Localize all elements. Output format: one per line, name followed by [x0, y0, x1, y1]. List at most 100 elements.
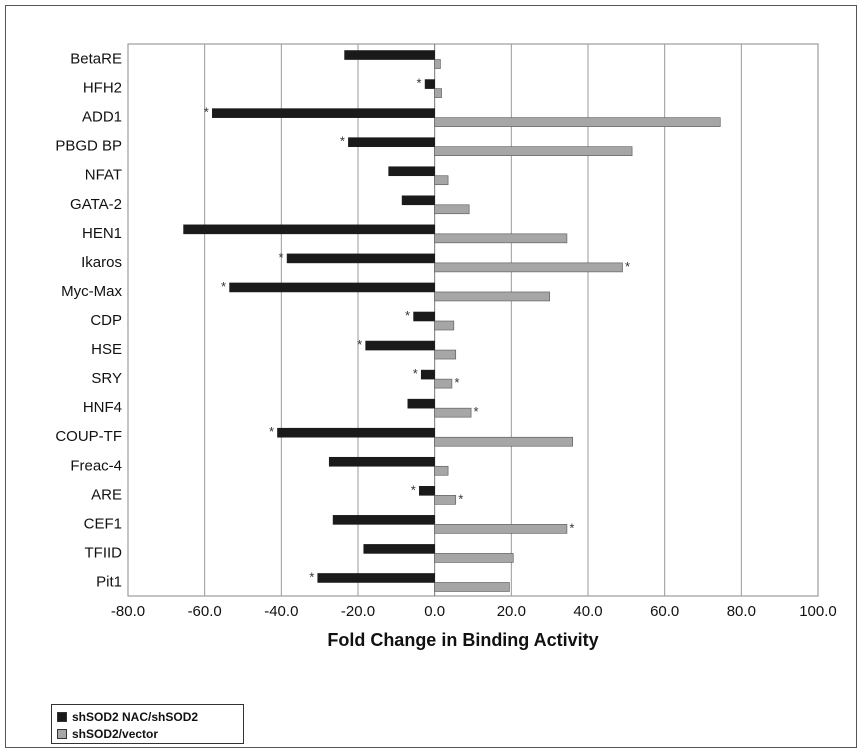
bar-series-2	[434, 436, 573, 447]
category-label: Myc-Max	[61, 283, 122, 300]
significance-star: *	[474, 404, 479, 419]
legend: shSOD2 NAC/shSOD2 shSOD2/vector	[51, 704, 244, 744]
significance-star: *	[569, 520, 574, 535]
x-tick-labels: -80.0 -60.0 -40.0 -20.0 0.0 20.0 40.0 60.0 80.0 1…	[111, 603, 837, 620]
bar-series-2	[434, 553, 514, 563]
x-tick-label: -80.0	[111, 603, 145, 620]
significance-star: *	[625, 259, 630, 274]
bar-series-2	[434, 233, 568, 244]
category-label: CEF1	[84, 515, 122, 532]
category-label: HEN1	[82, 225, 122, 242]
category-label: GATA-2	[70, 196, 122, 213]
x-tick-label: -40.0	[264, 603, 298, 620]
category-label: ADD1	[82, 109, 122, 126]
bar-series-1	[348, 137, 435, 147]
bar-series-2	[434, 291, 550, 302]
significance-star: *	[411, 482, 416, 497]
bar-series-2	[434, 59, 441, 69]
bar-series-1	[407, 398, 435, 409]
bar-series-1	[286, 253, 435, 264]
bar-series-2	[434, 117, 721, 127]
bar-series-1	[413, 311, 435, 322]
legend-label: shSOD2/vector	[72, 726, 159, 741]
legend-swatch	[57, 728, 67, 739]
x-tick-label: 60.0	[650, 603, 679, 620]
category-label: HSE	[91, 341, 122, 358]
bar-series-1	[419, 486, 435, 496]
significance-star: *	[413, 366, 418, 381]
bar-series-2	[434, 88, 442, 98]
bar-series-2	[434, 407, 472, 418]
category-label: Pit1	[96, 573, 122, 590]
plot-area	[127, 43, 819, 597]
bar-series-1	[277, 427, 435, 438]
x-tick-label: -60.0	[188, 603, 222, 620]
x-tick-label: 80.0	[727, 603, 756, 620]
significance-star: *	[340, 134, 345, 149]
category-label: COUP-TF	[55, 428, 122, 445]
category-label: Freac-4	[70, 457, 122, 474]
significance-star: *	[405, 308, 410, 323]
bar-series-1	[183, 224, 435, 235]
grid-lines	[204, 44, 742, 596]
bar-series-2	[434, 320, 455, 331]
x-tick-label: 100.0	[799, 603, 837, 620]
significance-star: *	[417, 76, 422, 91]
category-label: HFH2	[83, 80, 122, 97]
plot-border	[127, 43, 819, 597]
bar-chart: * * * * * * * * * * * * * * * * BetaRE HFH2 ADD1 PBGD BP NF…	[55, 43, 837, 650]
bar-series-1	[388, 166, 435, 177]
x-axis-title: Fold Change in Binding Activity	[327, 630, 598, 650]
category-label: BetaRE	[70, 51, 122, 68]
bar-series-2	[434, 146, 633, 156]
bar-series-2	[434, 582, 510, 592]
bar-series-1	[401, 195, 435, 206]
legend-swatch	[57, 711, 67, 722]
bar-series-1	[332, 515, 435, 525]
bar-series-2	[434, 175, 449, 186]
significance-star: *	[357, 337, 362, 352]
bar-series-2	[434, 262, 623, 273]
category-label: ARE	[91, 486, 122, 503]
category-label: CDP	[90, 312, 122, 329]
bar-series-2	[434, 465, 449, 476]
category-label: PBGD BP	[55, 138, 122, 155]
bar-series-1	[317, 573, 435, 583]
x-tick-label: 40.0	[573, 603, 602, 620]
bar-series-2	[434, 378, 453, 389]
bar-series-1	[328, 456, 435, 467]
bar-series-2	[434, 349, 457, 360]
x-tick-label: -20.0	[341, 603, 375, 620]
legend-item-series-2: shSOD2/vector	[57, 725, 243, 742]
significance-star: *	[309, 569, 314, 584]
bar-series-1	[212, 108, 435, 118]
bar-series-1	[424, 79, 435, 89]
x-tick-label: 20.0	[497, 603, 526, 620]
significance-star: *	[221, 279, 226, 294]
significance-markers: * * * * * * * * * * * * * * * *	[204, 76, 630, 585]
significance-star: *	[458, 491, 463, 506]
category-label: Ikaros	[81, 254, 122, 271]
bar-series-2	[434, 204, 470, 215]
category-label: SRY	[91, 370, 122, 387]
legend-label: shSOD2 NAC/shSOD2	[72, 709, 199, 724]
significance-star: *	[279, 250, 284, 265]
bar-series-1	[363, 544, 435, 554]
x-tick-label: 0.0	[424, 603, 445, 620]
bar-series-1	[344, 50, 435, 60]
bar-series-2	[434, 524, 568, 534]
significance-star: *	[204, 105, 209, 120]
category-label: NFAT	[85, 167, 122, 184]
category-labels: BetaRE HFH2 ADD1 PBGD BP NFAT GATA-2 HEN1 Ikaro…	[55, 51, 122, 591]
bars	[183, 50, 721, 592]
significance-star: *	[269, 424, 274, 439]
category-label: HNF4	[83, 399, 122, 416]
bar-series-1	[229, 282, 435, 293]
category-label: TFIID	[85, 544, 123, 561]
bar-series-1	[365, 340, 435, 351]
bar-series-1	[420, 369, 435, 380]
legend-item-series-1: shSOD2 NAC/shSOD2	[57, 708, 243, 725]
significance-star: *	[454, 375, 459, 390]
bar-series-2	[434, 495, 457, 505]
chart-frame: * * * * * * * * * * * * * * * * BetaRE HFH2 ADD1 PBGD BP NF…	[5, 5, 857, 748]
